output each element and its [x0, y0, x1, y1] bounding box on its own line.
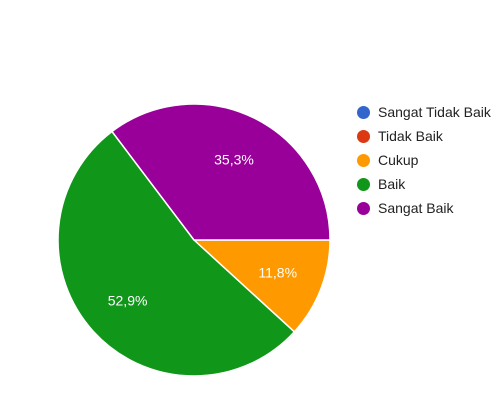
legend-item-cukup[interactable]: Cukup	[357, 148, 491, 172]
pie-slice-baik[interactable]	[57, 130, 296, 377]
legend-label: Cukup	[378, 152, 419, 168]
legend-swatch-icon	[357, 129, 370, 143]
legend-label: Sangat Baik	[378, 200, 454, 216]
legend-swatch-icon	[357, 201, 370, 215]
legend: Sangat Tidak Baik Tidak Baik Cukup Baik …	[357, 100, 491, 220]
pie-label-cukup: 11,8%	[258, 265, 297, 281]
pie-slice-cukup[interactable]	[192, 239, 331, 333]
legend-item-sangat-tidak-baik[interactable]: Sangat Tidak Baik	[357, 100, 491, 124]
legend-swatch-icon	[357, 105, 370, 119]
legend-item-tidak-baik[interactable]: Tidak Baik	[357, 124, 491, 148]
pie-slice-sangat-baik[interactable]	[110, 103, 331, 241]
pie-label-sangat-baik: 35,3%	[214, 152, 254, 168]
legend-label: Tidak Baik	[378, 128, 443, 144]
legend-swatch-icon	[357, 153, 370, 167]
legend-item-baik[interactable]: Baik	[357, 172, 491, 196]
legend-label: Sangat Tidak Baik	[378, 104, 491, 120]
legend-swatch-icon	[357, 177, 370, 191]
pie-label-baik: 52,9%	[108, 292, 148, 308]
legend-label: Baik	[378, 176, 406, 192]
legend-item-sangat-baik[interactable]: Sangat Baik	[357, 196, 491, 220]
